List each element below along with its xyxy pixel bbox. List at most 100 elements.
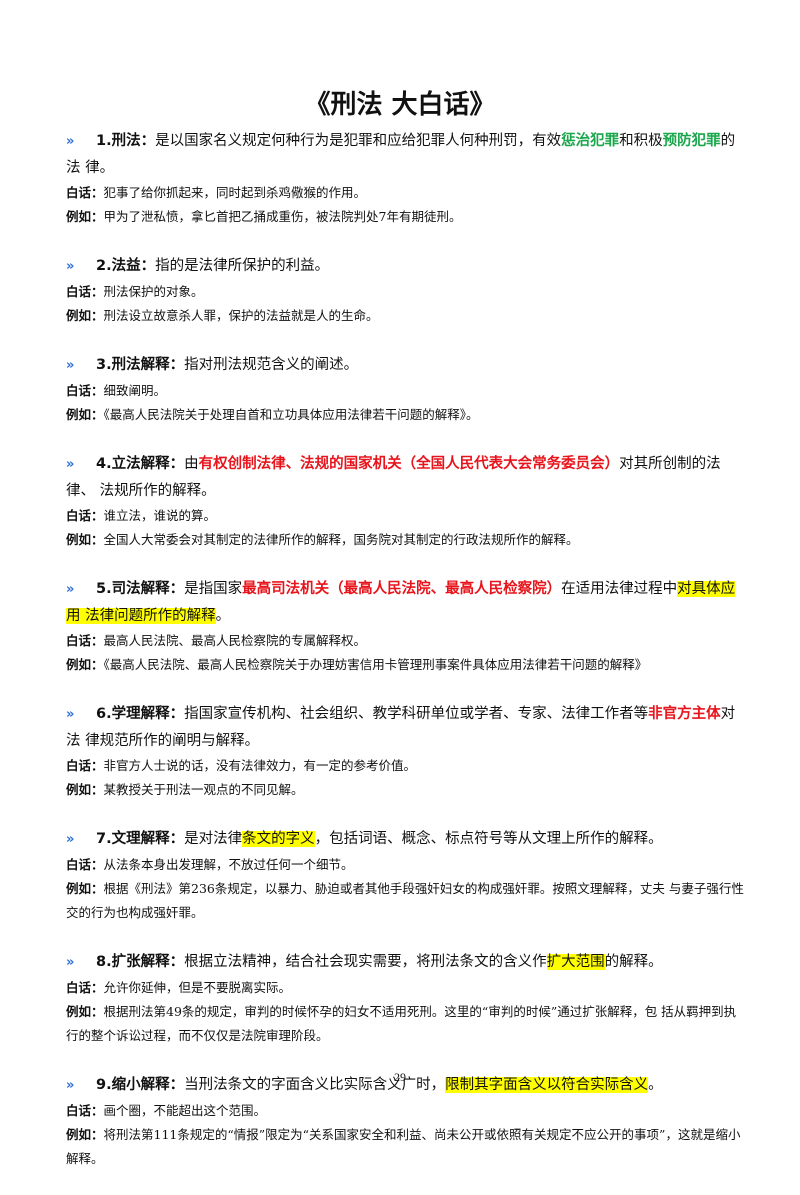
example-label: 例如： bbox=[66, 1004, 104, 1019]
plain-line: 白话：允许你延伸，但是不要脱离实际。 bbox=[66, 976, 744, 1000]
definition: » 5.司法解释：是指国家最高司法机关（最高人民法院、最高人民检察院）在适用法律过… bbox=[66, 576, 744, 629]
plain-text: 刑法保护的对象。 bbox=[103, 284, 204, 299]
example-label: 例如： bbox=[66, 881, 104, 896]
definition-text: 的解释。 bbox=[604, 954, 663, 970]
definition: » 7.文理解释：是对法律条文的字义，包括词语、概念、标点符号等从文理上所作的解释… bbox=[66, 826, 744, 853]
example-label: 例如： bbox=[66, 209, 104, 224]
bullet-icon: » bbox=[66, 832, 75, 847]
plain-text: 从法条本身出发理解，不放过任何一个细节。 bbox=[103, 857, 354, 872]
plain-text: 画个圈，不能超出这个范围。 bbox=[103, 1103, 267, 1118]
plain-text: 谁立法，谁说的算。 bbox=[103, 508, 217, 523]
example-text: 将刑法第111条规定的“情报”限定为“关系国家安全和利益、尚未公开或依照有关规定… bbox=[66, 1127, 741, 1166]
definition-text: 扩大范围 bbox=[546, 954, 605, 970]
definition-text: 对其所创制的法律、 法规所作的解释。 bbox=[66, 456, 721, 499]
plain-label: 白话： bbox=[66, 758, 104, 773]
example-text: 《最高人民法院关于处理自首和立功具体应用法律若干问题的解释》。 bbox=[103, 407, 479, 422]
definition-text: 预防犯罪 bbox=[662, 133, 721, 149]
example-line: 例如：《最高人民法院、最高人民检察院关于办理妨害信用卡管理刑事案件具体应用法律若… bbox=[66, 653, 744, 677]
definition-text: 是指国家 bbox=[184, 581, 243, 597]
bullet-icon: » bbox=[66, 582, 75, 597]
example-line: 例如：《最高人民法院关于处理自首和立功具体应用法律若干问题的解释》。 bbox=[66, 403, 744, 427]
plain-label: 白话： bbox=[66, 633, 104, 648]
term: 9.缩小解释： bbox=[96, 1077, 185, 1093]
page: 《刑法 大白话》 » 1.刑法：是以国家名义规定何种行为是犯罪和应给犯罪人何种刑罚… bbox=[66, 90, 744, 1166]
plain-line: 白话：细致阐明。 bbox=[66, 379, 744, 403]
definition-text: 在适用法律过程中 bbox=[561, 581, 678, 597]
example-line: 例如：根据刑法第49条的规定，审判的时候怀孕的妇女不适用死刑。这里的“审判的时候… bbox=[66, 1000, 744, 1048]
plain-label: 白话： bbox=[66, 383, 104, 398]
entry: » 1.刑法：是以国家名义规定何种行为是犯罪和应给犯罪人何种刑罚，有效惩治犯罪和积… bbox=[66, 128, 744, 229]
bullet-icon: » bbox=[66, 134, 75, 149]
definition: » 9.缩小解释：当刑法条文的字面含义比实际含义广时，限制其字面含义以符合实际含义… bbox=[66, 1072, 744, 1099]
example-line: 例如：根据《刑法》第236条规定，以暴力、胁迫或者其他手段强奸妇女的构成强奸罪。… bbox=[66, 877, 744, 925]
definition: » 1.刑法：是以国家名义规定何种行为是犯罪和应给犯罪人何种刑罚，有效惩治犯罪和积… bbox=[66, 128, 744, 181]
example-label: 例如： bbox=[66, 532, 104, 547]
example-text: 全国人大常委会对其制定的法律所作的解释，国务院对其制定的行政法规所作的解释。 bbox=[103, 532, 579, 547]
example-text: 根据《刑法》第236条规定，以暴力、胁迫或者其他手段强奸妇女的构成强奸罪。按照文… bbox=[66, 881, 744, 920]
definition: » 2.法益：指的是法律所保护的利益。 bbox=[66, 253, 744, 280]
term: 8.扩张解释： bbox=[96, 954, 185, 970]
bullet-icon: » bbox=[66, 1078, 75, 1093]
bullet-icon: » bbox=[66, 707, 75, 722]
entry: » 4.立法解释：由有权创制法律、法规的国家机关（全国人民代表大会常务委员会）对其… bbox=[66, 451, 744, 552]
definition: » 3.刑法解释：指对刑法规范含义的阐述。 bbox=[66, 352, 744, 379]
plain-line: 白话：从法条本身出发理解，不放过任何一个细节。 bbox=[66, 853, 744, 877]
plain-label: 白话： bbox=[66, 857, 104, 872]
plain-line: 白话：谁立法，谁说的算。 bbox=[66, 504, 744, 528]
entry: » 2.法益：指的是法律所保护的利益。 白话：刑法保护的对象。 例如：刑法设立故意杀人… bbox=[66, 253, 744, 328]
example-text: 《最高人民法院、最高人民检察院关于办理妨害信用卡管理刑事案件具体应用法律若干问题… bbox=[103, 657, 648, 672]
definition-text: 限制其字面含义以符合实际含义 bbox=[445, 1077, 649, 1093]
definition-text: 惩治犯罪 bbox=[561, 133, 620, 149]
example-text: 甲为了泄私愤，拿匕首把乙捅成重伤，被法院判处7年有期徒刑。 bbox=[103, 209, 462, 224]
entry: » 5.司法解释：是指国家最高司法机关（最高人民法院、最高人民检察院）在适用法律过… bbox=[66, 576, 744, 677]
definition-text: 是以国家名义规定何种行为是犯罪和应给犯罪人何种刑罚，有效 bbox=[155, 133, 562, 149]
plain-text: 细致阐明。 bbox=[103, 383, 167, 398]
title: 《刑法 大白话》 bbox=[304, 90, 496, 120]
example-line: 例如：刑法设立故意杀人罪，保护的法益就是人的生命。 bbox=[66, 304, 744, 328]
example-line: 例如：某教授关于刑法一观点的不同见解。 bbox=[66, 778, 744, 802]
page-number: 29 bbox=[394, 1070, 406, 1084]
definition-text: 由 bbox=[184, 456, 199, 472]
plain-text: 非官方人士说的话，没有法律效力，有一定的参考价值。 bbox=[103, 758, 417, 773]
definition: » 8.扩张解释：根据立法精神，结合社会现实需要，将刑法条文的含义作扩大范围的解释… bbox=[66, 949, 744, 976]
definition-text: 根据立法精神，结合社会现实需要，将刑法条文的含义作 bbox=[184, 954, 547, 970]
definition-text: ，包括词语、概念、标点符号等从文理上所作的解释。 bbox=[314, 831, 663, 847]
entry: » 9.缩小解释：当刑法条文的字面含义比实际含义广时，限制其字面含义以符合实际含义… bbox=[66, 1072, 744, 1171]
plain-text: 最高人民法院、最高人民检察院的专属解释权。 bbox=[103, 633, 367, 648]
definition-text: 。 bbox=[648, 1077, 663, 1093]
definition: » 6.学理解释：指国家宣传机构、社会组织、教学科研单位或学者、专家、法律工作者等… bbox=[66, 701, 744, 754]
example-line: 例如：将刑法第111条规定的“情报”限定为“关系国家安全和利益、尚未公开或依照有… bbox=[66, 1123, 744, 1171]
bullet-icon: » bbox=[66, 955, 75, 970]
plain-label: 白话： bbox=[66, 508, 104, 523]
definition-text: 指对刑法规范含义的阐述。 bbox=[184, 357, 359, 373]
definition-text: 对法 律规范所作的阐明与解释。 bbox=[66, 706, 736, 749]
example-label: 例如： bbox=[66, 308, 104, 323]
plain-text: 允许你延伸，但是不要脱离实际。 bbox=[103, 980, 292, 995]
term: 3.刑法解释： bbox=[96, 357, 185, 373]
bullet-icon: » bbox=[66, 457, 75, 472]
plain-line: 白话：犯事了给你抓起来，同时起到杀鸡儆猴的作用。 bbox=[66, 181, 744, 205]
example-line: 例如：甲为了泄私愤，拿匕首把乙捅成重伤，被法院判处7年有期徒刑。 bbox=[66, 205, 744, 229]
definition-text: 最高司法机关（最高人民法院、最高人民检察院） bbox=[242, 581, 562, 597]
entries: » 1.刑法：是以国家名义规定何种行为是犯罪和应给犯罪人何种刑罚，有效惩治犯罪和积… bbox=[66, 128, 744, 1195]
plain-line: 白话：刑法保护的对象。 bbox=[66, 280, 744, 304]
plain-label: 白话： bbox=[66, 980, 104, 995]
example-text: 刑法设立故意杀人罪，保护的法益就是人的生命。 bbox=[103, 308, 379, 323]
plain-line: 白话：画个圈，不能超出这个范围。 bbox=[66, 1099, 744, 1123]
entry: » 8.扩张解释：根据立法精神，结合社会现实需要，将刑法条文的含义作扩大范围的解释… bbox=[66, 949, 744, 1048]
definition-text: 是对法律 bbox=[184, 831, 243, 847]
example-text: 某教授关于刑法一观点的不同见解。 bbox=[103, 782, 304, 797]
definition-text: 有权创制法律、法规的国家机关（全国人民代表大会常务委员会） bbox=[198, 456, 620, 472]
bullet-icon: » bbox=[66, 259, 75, 274]
example-line: 例如：全国人大常委会对其制定的法律所作的解释，国务院对其制定的行政法规所作的解释… bbox=[66, 528, 744, 552]
bullet-icon: » bbox=[66, 358, 75, 373]
plain-line: 白话：非官方人士说的话，没有法律效力，有一定的参考价值。 bbox=[66, 754, 744, 778]
plain-text: 犯事了给你抓起来，同时起到杀鸡儆猴的作用。 bbox=[103, 185, 367, 200]
plain-label: 白话： bbox=[66, 284, 104, 299]
plain-label: 白话： bbox=[66, 1103, 104, 1118]
definition-text: 指的是法律所保护的利益。 bbox=[155, 258, 330, 274]
entry: » 6.学理解释：指国家宣传机构、社会组织、教学科研单位或学者、专家、法律工作者等… bbox=[66, 701, 744, 802]
example-label: 例如： bbox=[66, 782, 104, 797]
entry: » 3.刑法解释：指对刑法规范含义的阐述。 白话：细致阐明。 例如：《最高人民法院关于… bbox=[66, 352, 744, 427]
example-label: 例如： bbox=[66, 657, 104, 672]
